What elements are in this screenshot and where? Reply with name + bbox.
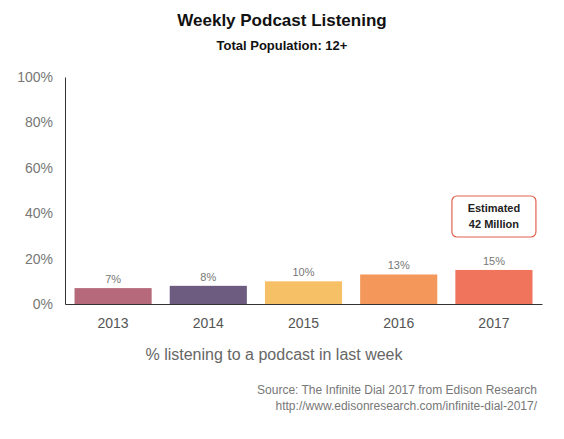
title: Weekly Podcast Listening [177, 11, 386, 30]
x-tick-label: 2015 [288, 315, 319, 331]
annotation-text: Estimated [468, 202, 521, 214]
y-tick: 100% [17, 69, 65, 85]
x-tick-label: 2016 [383, 315, 414, 331]
y-tick-label: 20% [25, 251, 53, 267]
y-tick-label: 100% [17, 69, 53, 85]
source: Source: The Infinite Dial 2017 from Edis… [257, 383, 537, 397]
x-tick-label: 2013 [98, 315, 129, 331]
y-tick: 80% [25, 114, 65, 130]
y-tick-label: 80% [25, 114, 53, 130]
x-axis-title: % listening to a podcast in last week [145, 346, 403, 363]
x-tick: 2013 [98, 304, 129, 331]
bar [265, 281, 342, 304]
y-tick-label: 40% [25, 205, 53, 221]
x-tick: 2016 [383, 304, 414, 331]
x-axis-line [66, 304, 543, 305]
y-axis-line [65, 78, 66, 305]
x-tick-label: 2017 [478, 315, 509, 331]
chart: Weekly Podcast Listening Total Population… [0, 0, 564, 439]
y-tick: 0% [33, 296, 65, 312]
bar [360, 274, 437, 304]
data-labels: 7% 8% 10% 13% 15% [105, 255, 505, 285]
bar [455, 270, 532, 304]
annotation-box [452, 196, 536, 237]
y-tick: 60% [25, 160, 65, 176]
bar [170, 286, 247, 304]
x-axis: 2013 2014 2015 2016 2017 [66, 304, 543, 331]
data-label: 13% [388, 259, 410, 271]
annotation: Estimated 42 Million [452, 196, 536, 237]
data-label: 7% [105, 273, 121, 285]
subtitle: Total Population: 12+ [217, 38, 348, 53]
data-label: 10% [292, 266, 314, 278]
y-tick: 40% [25, 205, 65, 221]
annotation-text: 42 Million [469, 218, 519, 230]
y-axis: 0% 20% 40% 60% 80% 100% [17, 69, 65, 312]
x-tick: 2017 [478, 304, 509, 331]
bar [75, 288, 152, 304]
y-tick-label: 60% [25, 160, 53, 176]
x-tick: 2015 [288, 304, 319, 331]
x-tick: 2014 [193, 304, 224, 331]
source: http://www.edisonresearch.com/infinite-d… [276, 399, 538, 413]
data-label: 15% [483, 255, 505, 267]
y-tick: 20% [25, 251, 65, 267]
x-tick-label: 2014 [193, 315, 224, 331]
data-label: 8% [200, 271, 216, 283]
y-tick-label: 0% [33, 296, 53, 312]
